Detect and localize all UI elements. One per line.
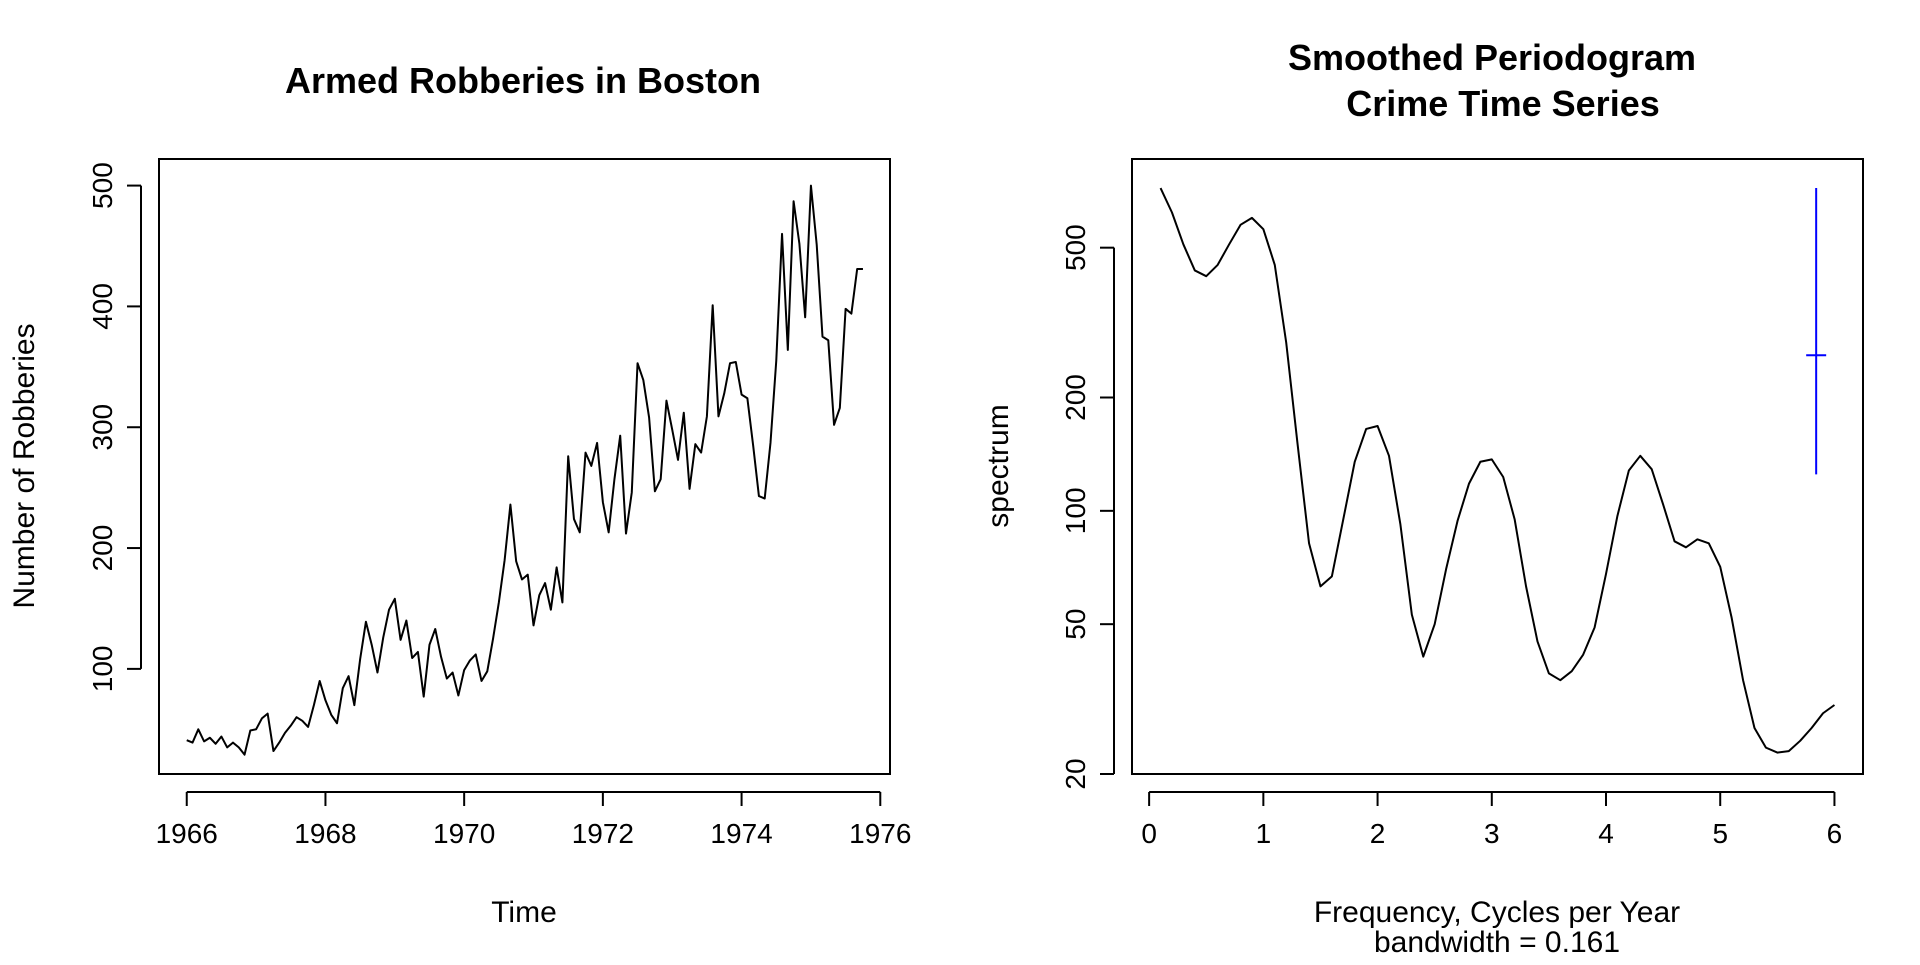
x-axis: 1966 1968 1970 1972 1974 1976 [156,791,911,849]
chart-title: Smoothed Periodogram [1288,37,1696,78]
y-axis: 100 200 300 400 500 [87,162,142,693]
x-tick-label: 3 [1484,818,1500,849]
x-tick-label: 1974 [710,818,772,849]
x-axis-label-bandwidth: bandwidth = 0.161 [1374,926,1620,959]
x-tick-label: 0 [1141,818,1157,849]
x-tick-label: 1966 [156,818,218,849]
x-tick-label: 1 [1256,818,1272,849]
y-tick-label: 200 [87,525,118,572]
y-tick-label: 100 [1060,487,1091,534]
x-tick-label: 4 [1598,818,1614,849]
y-axis-label: Number of Robberies [8,323,41,608]
x-axis-label: Frequency, Cycles per Year [1314,896,1680,929]
panel-armed-robberies: Armed Robberies in Boston 1966 1968 1970 19… [8,60,911,929]
x-axis: 0 1 2 3 4 5 6 [1141,791,1843,849]
y-tick-label: 400 [87,283,118,330]
chart-title: Armed Robberies in Boston [285,60,761,101]
series-line [1159,187,1836,754]
panel-smoothed-periodogram: Smoothed Periodogram Crime Time Series 0… [982,37,1864,959]
x-tick-label: 1976 [849,818,911,849]
y-tick-label: 50 [1060,609,1091,640]
x-tick-label: 5 [1712,818,1728,849]
y-tick-label: 200 [1060,374,1091,421]
x-tick-label: 2 [1370,818,1386,849]
y-tick-label: 500 [87,162,118,209]
y-axis-label: spectrum [982,404,1015,527]
y-tick-label: 300 [87,404,118,451]
x-tick-label: 1972 [572,818,634,849]
plot-frame [1131,158,1864,775]
y-tick-label: 20 [1060,758,1091,789]
x-tick-label: 1968 [294,818,356,849]
x-axis-label: Time [491,896,557,929]
x-tick-label: 1970 [433,818,495,849]
confidence-interval-bar [1806,188,1827,475]
x-tick-label: 6 [1827,818,1843,849]
series-line [186,184,863,756]
y-axis: 20 50 100 200 500 [1060,224,1115,790]
y-tick-label: 500 [1060,224,1091,271]
y-tick-label: 100 [87,646,118,693]
chart-subtitle: Crime Time Series [1346,83,1660,124]
plot-frame [158,158,891,775]
